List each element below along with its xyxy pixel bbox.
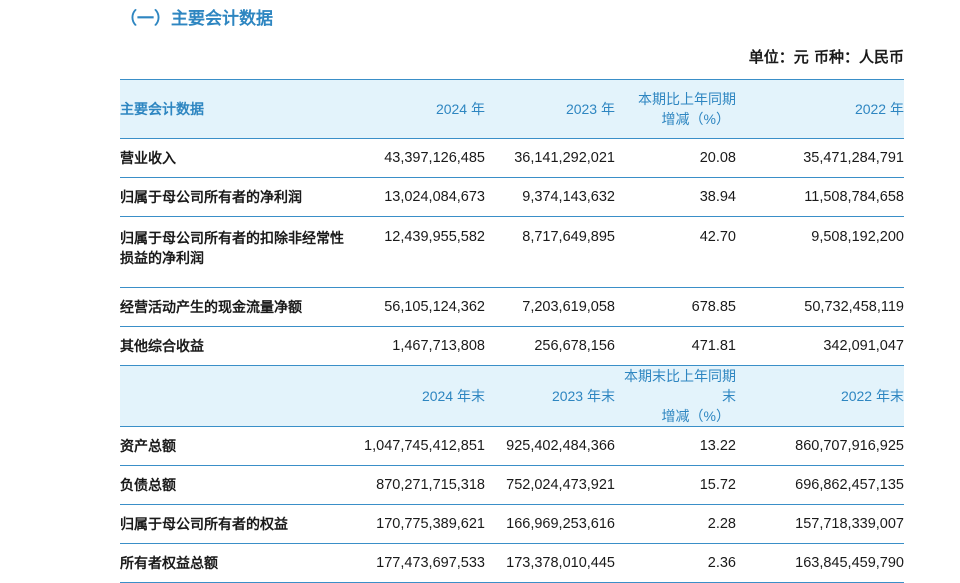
value-2022: 50,732,458,119 xyxy=(760,287,904,327)
value-2022: 35,471,284,791 xyxy=(760,138,904,178)
value-2024: 1,467,713,808 xyxy=(360,326,485,366)
value-2022: 9,508,192,200 xyxy=(760,216,904,288)
header-change-end: 本期末比上年同期末 增减（%） xyxy=(615,365,760,427)
value-2024: 170,775,389,621 xyxy=(360,504,485,544)
header-2023: 2023 年 xyxy=(485,79,615,139)
value-2022: 11,508,784,658 xyxy=(760,177,904,217)
row-label: 归属于母公司所有者的扣除非经常性 损益的净利润 xyxy=(120,216,360,288)
value-change: 678.85 xyxy=(615,287,760,327)
row-label: 营业收入 xyxy=(120,138,360,178)
table-row: 营业收入 43,397,126,485 36,141,292,021 20.08… xyxy=(120,138,904,178)
value-2022: 163,845,459,790 xyxy=(760,543,904,583)
value-2022: 157,718,339,007 xyxy=(760,504,904,544)
value-2023: 7,203,619,058 xyxy=(485,287,615,327)
value-change: 42.70 xyxy=(615,216,760,288)
header-change: 本期比上年同期 增减（%） xyxy=(615,79,760,139)
row-label: 归属于母公司所有者的净利润 xyxy=(120,177,360,217)
table-row: 经营活动产生的现金流量净额 56,105,124,362 7,203,619,0… xyxy=(120,287,904,327)
row-label: 资产总额 xyxy=(120,426,360,466)
row-label: 归属于母公司所有者的权益 xyxy=(120,504,360,544)
table-row: 归属于母公司所有者的扣除非经常性 损益的净利润 12,439,955,582 8,… xyxy=(120,216,904,288)
value-change: 15.72 xyxy=(615,465,760,505)
value-change: 2.36 xyxy=(615,543,760,583)
value-2023: 752,024,473,921 xyxy=(485,465,615,505)
value-2024: 870,271,715,318 xyxy=(360,465,485,505)
value-2024: 177,473,697,533 xyxy=(360,543,485,583)
value-2024: 13,024,084,673 xyxy=(360,177,485,217)
unit-currency-note: 单位：元 币种：人民币 xyxy=(748,48,904,66)
value-2024: 12,439,955,582 xyxy=(360,216,485,288)
table-header-row: 主要会计数据 2024 年 2023 年 本期比上年同期 增减（%） 2022 年 xyxy=(120,79,904,139)
row-label: 其他综合收益 xyxy=(120,326,360,366)
value-2024: 43,397,126,485 xyxy=(360,138,485,178)
value-2022: 860,707,916,925 xyxy=(760,426,904,466)
table-header-row-period-end: 2024 年末 2023 年末 本期末比上年同期末 增减（%） 2022 年末 xyxy=(120,365,904,427)
table-row: 负债总额 870,271,715,318 752,024,473,921 15.… xyxy=(120,465,904,505)
value-2022: 696,862,457,135 xyxy=(760,465,904,505)
value-2024: 1,047,745,412,851 xyxy=(360,426,485,466)
value-change: 20.08 xyxy=(615,138,760,178)
value-2022: 342,091,047 xyxy=(760,326,904,366)
value-change: 2.28 xyxy=(615,504,760,544)
value-2023: 925,402,484,366 xyxy=(485,426,615,466)
row-label: 负债总额 xyxy=(120,465,360,505)
table-row: 归属于母公司所有者的权益 170,775,389,621 166,969,253… xyxy=(120,504,904,544)
value-2023: 36,141,292,021 xyxy=(485,138,615,178)
key-accounting-data-table: 主要会计数据 2024 年 2023 年 本期比上年同期 增减（%） 2022 年… xyxy=(120,79,904,583)
table-row: 归属于母公司所有者的净利润 13,024,084,673 9,374,143,6… xyxy=(120,177,904,217)
header-2022: 2022 年 xyxy=(760,79,904,139)
table-row: 资产总额 1,047,745,412,851 925,402,484,366 1… xyxy=(120,426,904,466)
value-2023: 166,969,253,616 xyxy=(485,504,615,544)
header-label xyxy=(120,365,360,427)
value-2023: 8,717,649,895 xyxy=(485,216,615,288)
header-2022-end: 2022 年末 xyxy=(760,365,904,427)
value-change: 471.81 xyxy=(615,326,760,366)
table-row: 其他综合收益 1,467,713,808 256,678,156 471.81 … xyxy=(120,326,904,366)
table-row: 所有者权益总额 177,473,697,533 173,378,010,445 … xyxy=(120,543,904,583)
header-label: 主要会计数据 xyxy=(120,79,360,139)
value-2023: 173,378,010,445 xyxy=(485,543,615,583)
row-label: 经营活动产生的现金流量净额 xyxy=(120,287,360,327)
header-2024: 2024 年 xyxy=(360,79,485,139)
value-2023: 9,374,143,632 xyxy=(485,177,615,217)
value-2023: 256,678,156 xyxy=(485,326,615,366)
section-title: （一）主要会计数据 xyxy=(120,9,273,29)
row-label: 所有者权益总额 xyxy=(120,543,360,583)
header-2024-end: 2024 年末 xyxy=(360,365,485,427)
value-change: 38.94 xyxy=(615,177,760,217)
value-2024: 56,105,124,362 xyxy=(360,287,485,327)
value-change: 13.22 xyxy=(615,426,760,466)
header-2023-end: 2023 年末 xyxy=(485,365,615,427)
